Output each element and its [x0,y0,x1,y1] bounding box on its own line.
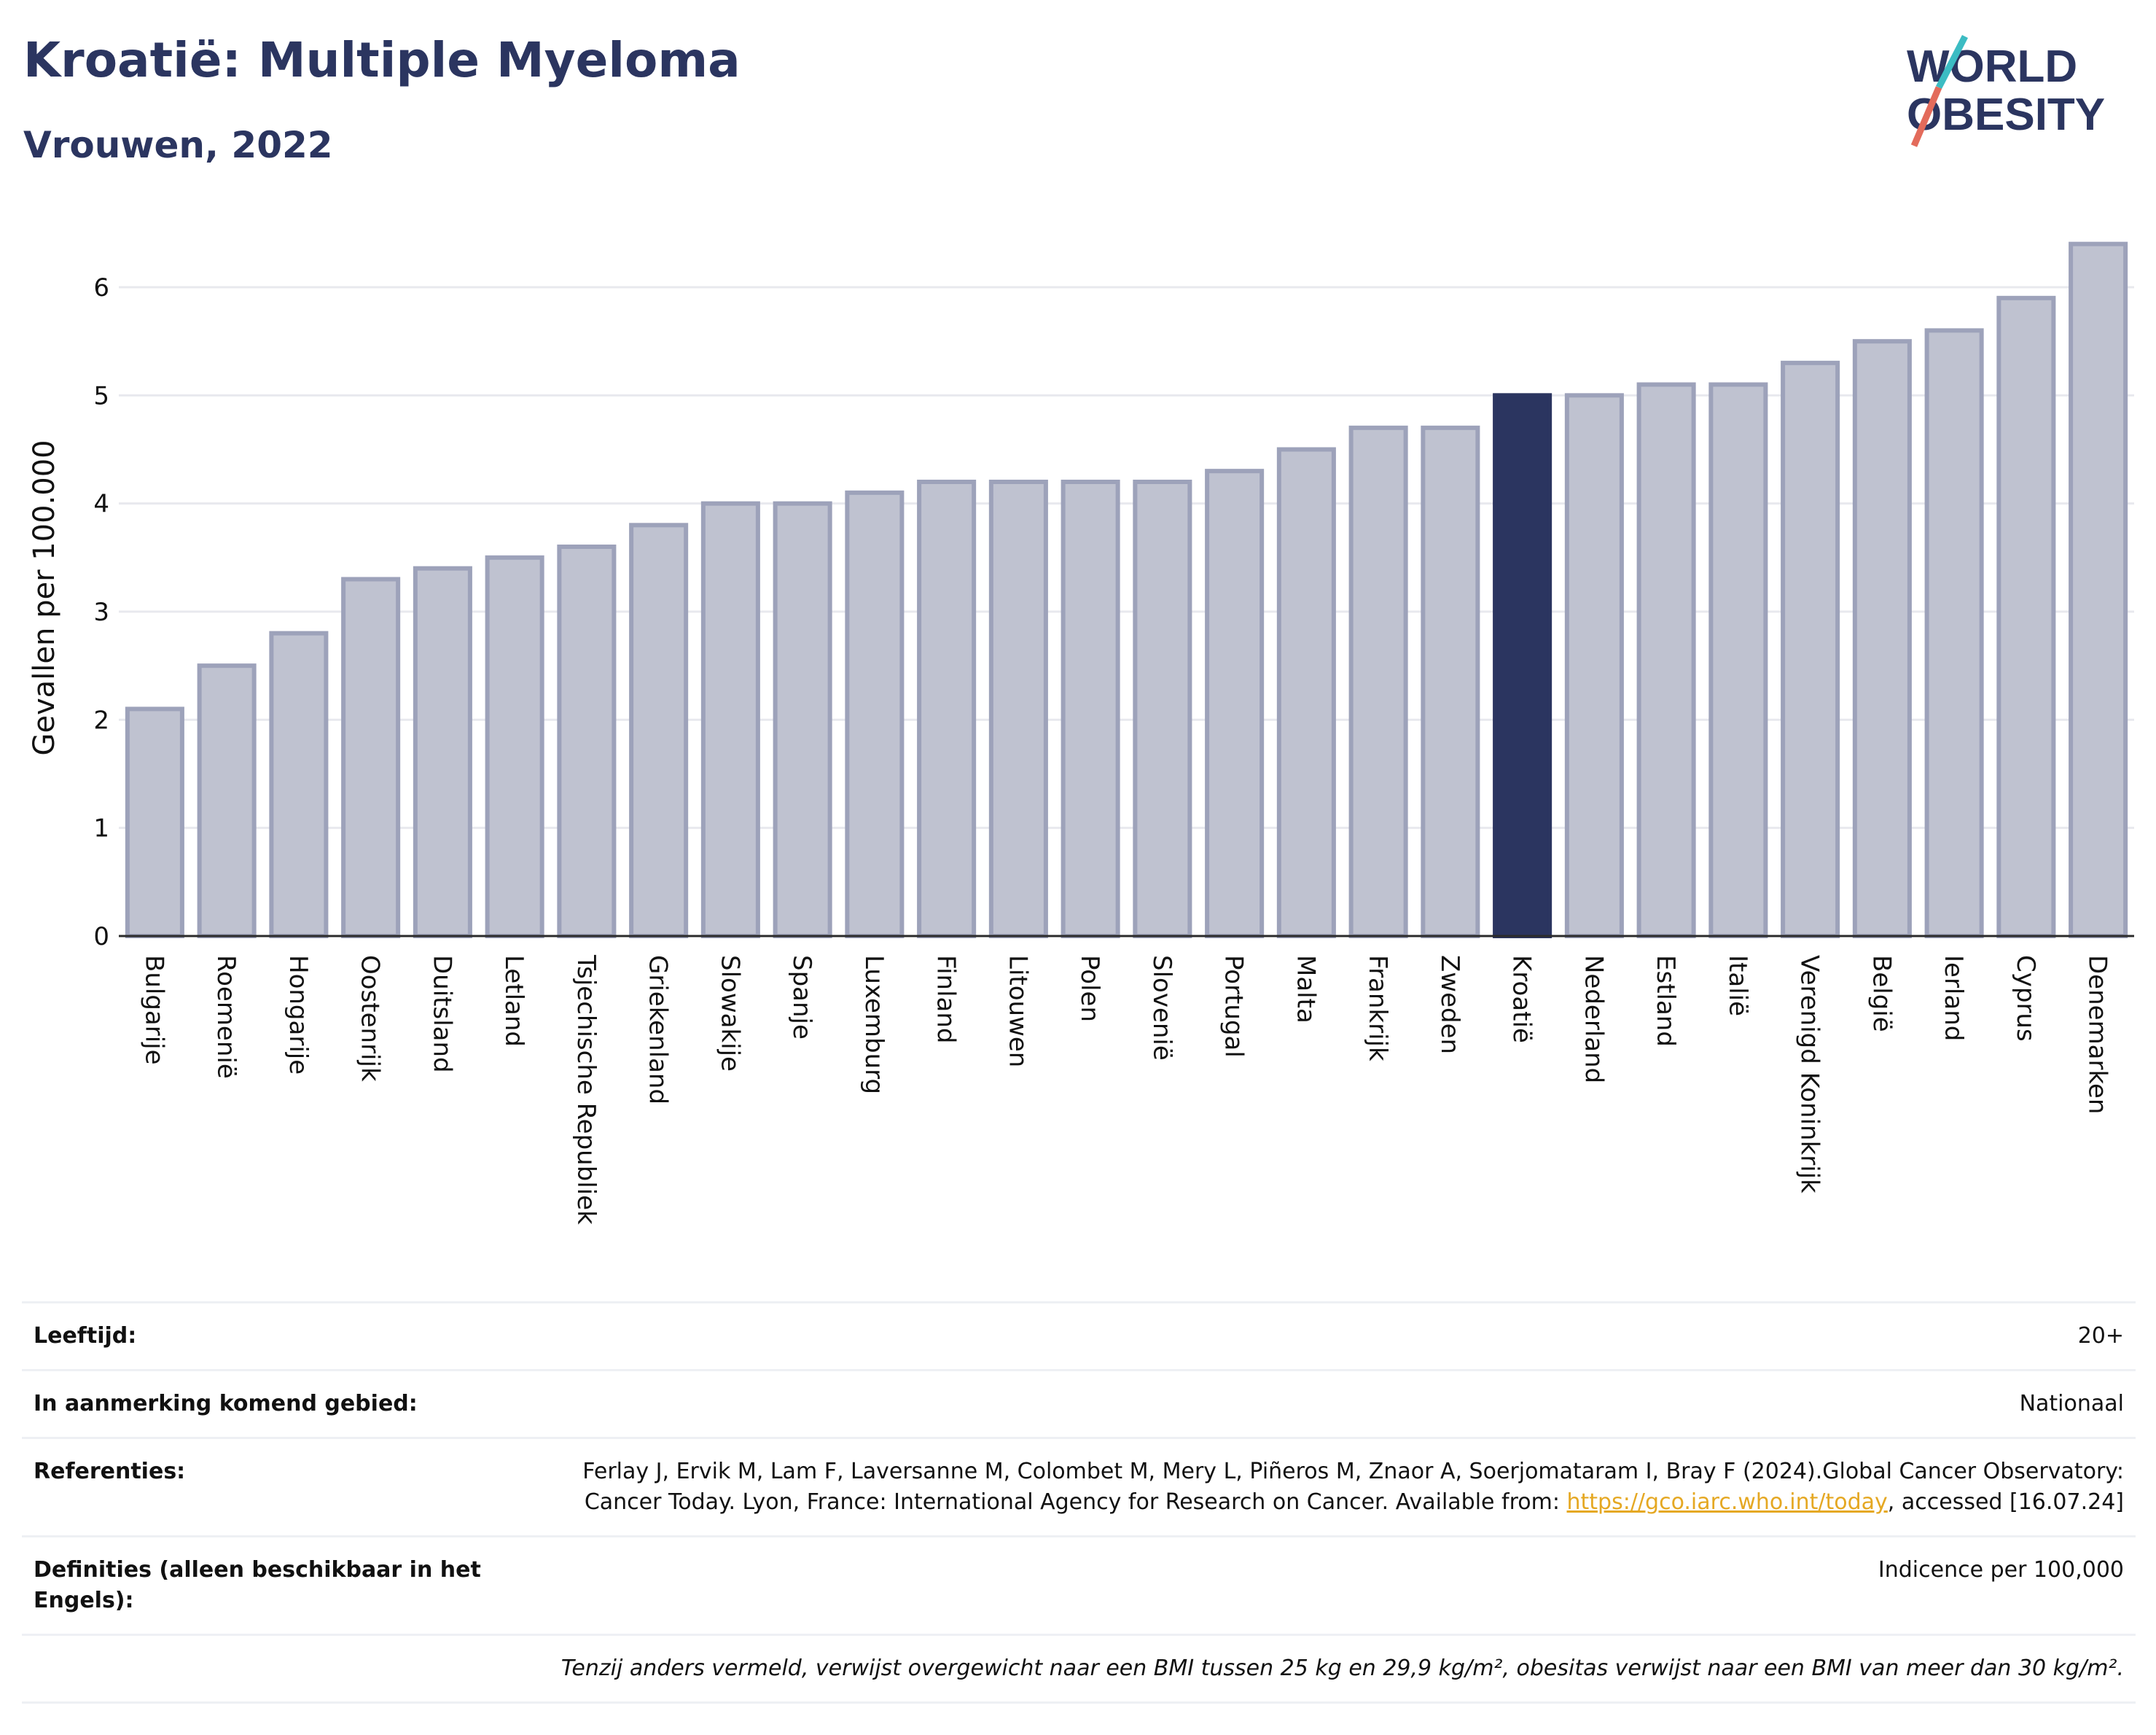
meta-row-area: In aanmerking komend gebied: Nationaal [22,1369,2136,1437]
area-value: Nationaal [2019,1391,2124,1416]
age-label: Leeftijd: [34,1323,137,1349]
x-tick-label: Griekenland [644,955,673,1104]
bar-kroati- [1493,393,1552,938]
x-tick-label: Portugal [1219,955,1249,1058]
x-tick-label: Roemenië [211,955,241,1079]
page-subtitle: Vrouwen, 2022 [23,124,333,166]
bar-frankrijk [1348,425,1408,938]
bar-chart: 0 1 2 3 4 5 6 Bulgarije Roemenië Hongarije Oosten… [28,241,2134,1225]
meta-row-references: Referenties: Ferlay J, Ervik M, Lam F, L… [22,1437,2136,1535]
x-tick-label: Frankrijk [1363,955,1392,1061]
y-tick-label: 2 [93,706,109,735]
bmi-note: Tenzij anders vermeld, verwijst overgewi… [561,1656,2124,1681]
bar-sloveni- [1133,480,1192,938]
bar-griekenland [629,523,689,938]
x-tick-label: Malta [1291,955,1320,1024]
svg-text:WORLD: WORLD [1907,42,2077,92]
x-tick-label: Denemarken [2083,955,2112,1114]
area-label: In aanmerking komend gebied: [34,1391,418,1416]
x-tick-label: Luxemburg [859,955,888,1094]
x-tick-label: Zweden [1435,955,1464,1054]
bar-oostenrijk [341,577,401,938]
x-tick-label: België [1867,955,1896,1032]
x-tick-label: Duitsland [427,955,456,1073]
references-link[interactable]: https://gco.iarc.who.int/today [1566,1489,1888,1515]
svg-text:OBESITY: OBESITY [1907,90,2105,140]
x-tick-label: Litouwen [1003,955,1032,1067]
definitions-label: Definities (alleen beschikbaar in het En… [34,1557,481,1613]
bar-hongarije [269,631,329,939]
y-tick-label: 0 [93,922,109,951]
x-tick-label: Letland [499,955,528,1047]
bar-duitsland [413,566,472,939]
age-value: 20+ [2077,1323,2124,1349]
x-tick-label: Italië [1723,955,1752,1016]
bar-bulgarije [125,706,184,938]
x-tick-label: Slowakije [715,955,744,1072]
bar-itali- [1708,382,1768,938]
bar-estland [1636,382,1696,938]
y-tick-label: 5 [93,381,109,410]
meta-row-age: Leeftijd: 20+ [22,1301,2136,1369]
x-tick-label: Oostenrijk [356,955,385,1082]
x-tick-label: Finland [931,955,961,1044]
bar-portugal [1205,469,1265,938]
bar-belgi- [1852,339,1912,938]
bar-polen [1061,480,1120,938]
x-tick-label: Hongarije [284,955,313,1075]
y-tick-label: 1 [93,814,109,843]
x-tick-label: Polen [1075,955,1104,1022]
x-tick-label: Spanje [787,955,816,1040]
y-tick-label: 6 [93,273,109,303]
references-accessed: , accessed [16.07.24] [1887,1489,2124,1515]
x-tick-label: Ierland [1939,955,1968,1041]
bar-finland [917,480,977,938]
bar-litouwen [988,480,1048,938]
x-tick-label: Tsjechische Republiek [571,954,601,1225]
x-tick-label: Slovenië [1147,955,1176,1061]
x-tick-label: Verenigd Koninkrijk [1795,955,1824,1193]
y-tick-label: 4 [93,490,109,519]
definitions-value: Indicence per 100,000 [1878,1557,2124,1583]
page-title: Kroatië: Multiple Myeloma [23,32,741,88]
bar-nederland [1564,393,1624,938]
x-tick-label: Bulgarije [139,955,168,1065]
meta-row-note: Tenzij anders vermeld, verwijst overgewi… [22,1634,2136,1704]
bar-cyprus [1996,295,2056,939]
y-tick-label: 3 [93,598,109,627]
x-tick-label: Estland [1651,955,1680,1047]
bar-ierland [1924,328,1984,939]
bar-roemeni- [197,663,257,939]
y-axis-label: Gevallen per 100.000 [28,440,61,755]
bar-malta [1276,447,1336,938]
x-tick-label: Nederland [1579,955,1608,1083]
bar-zweden [1421,425,1480,938]
bar-slowakije [700,501,760,938]
references-label: Referenties: [34,1459,186,1484]
world-obesity-logo: WORLD OBESITY [1907,34,2105,147]
bar-luxemburg [845,490,905,938]
references-text: Ferlay J, Ervik M, Lam F, Laversanne M, … [582,1459,2124,1515]
bar-verenigd-koninkrijk [1781,360,1840,939]
metadata-table: Leeftijd: 20+ In aanmerking komend gebie… [22,1301,2136,1704]
meta-row-definitions: Definities (alleen beschikbaar in het En… [22,1535,2136,1634]
bar-denemarken [2069,241,2128,938]
references-value: Ferlay J, Ervik M, Lam F, Laversanne M, … [557,1457,2124,1518]
bar-spanje [773,501,832,938]
x-tick-label: Kroatië [1507,955,1536,1043]
x-tick-label: Cyprus [2011,955,2040,1042]
bar-letland [485,555,544,938]
bar-tsjechische-republiek [557,545,617,938]
